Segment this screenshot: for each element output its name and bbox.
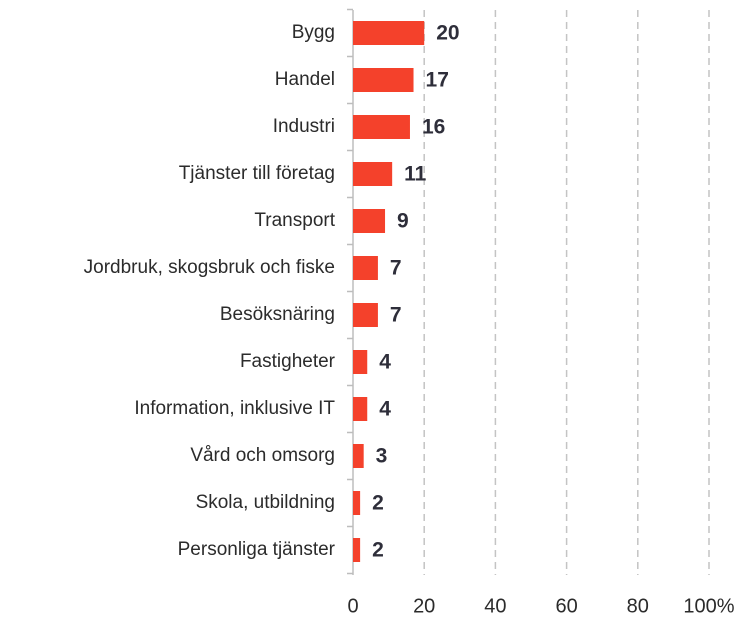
y-tick-label: Information, inklusive IT xyxy=(134,398,335,419)
bar xyxy=(353,21,425,45)
y-tick-label: Industri xyxy=(273,116,335,137)
bar xyxy=(353,350,368,374)
y-tick-label: Jordbruk, skogsbruk och fiske xyxy=(84,257,335,278)
x-tick-label: 60 xyxy=(555,595,577,617)
y-tick-label: Personliga tjänster xyxy=(178,539,336,560)
y-tick-label: Bygg xyxy=(292,22,335,43)
data-label: 2 xyxy=(372,539,384,562)
data-label: 20 xyxy=(436,22,459,45)
bar xyxy=(353,68,414,92)
data-label: 3 xyxy=(376,445,388,468)
x-tick-label: 100% xyxy=(683,595,734,617)
y-tick-label: Skola, utbildning xyxy=(196,492,335,513)
bar xyxy=(353,303,378,327)
y-tick-label: Vård och omsorg xyxy=(190,445,335,466)
y-tick-label: Tjänster till företag xyxy=(179,163,335,184)
bar xyxy=(353,491,361,515)
x-tick-label: 20 xyxy=(413,595,435,617)
bar xyxy=(353,115,410,139)
bar xyxy=(353,397,368,421)
data-label: 4 xyxy=(379,398,391,421)
data-label: 17 xyxy=(426,69,449,92)
x-tick-label: 0 xyxy=(347,595,358,617)
y-tick-label: Handel xyxy=(275,69,335,90)
data-label: 4 xyxy=(379,351,391,374)
bar xyxy=(353,256,378,280)
x-tick-label: 80 xyxy=(627,595,649,617)
y-tick-label: Besöksnäring xyxy=(220,304,335,325)
bar xyxy=(353,209,386,233)
y-tick-label: Transport xyxy=(254,210,335,231)
bar xyxy=(353,444,364,468)
data-label: 2 xyxy=(372,492,384,515)
data-label: 16 xyxy=(422,116,445,139)
data-label: 9 xyxy=(397,210,409,233)
y-tick-label: Fastigheter xyxy=(240,351,336,372)
data-label: 11 xyxy=(404,163,427,186)
bar xyxy=(353,538,361,562)
x-tick-label: 40 xyxy=(484,595,506,617)
data-label: 7 xyxy=(390,304,402,327)
bar xyxy=(353,162,393,186)
data-label: 7 xyxy=(390,257,402,280)
